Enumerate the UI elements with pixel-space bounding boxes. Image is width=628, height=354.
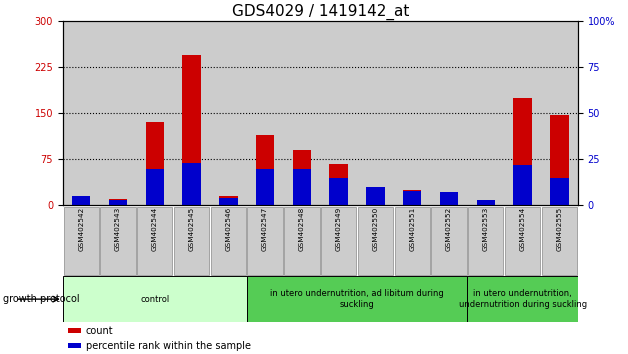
FancyBboxPatch shape	[468, 207, 504, 275]
Bar	[182, 163, 201, 205]
Bar	[146, 122, 164, 205]
Bar	[256, 135, 274, 205]
Bar	[467, 21, 504, 205]
Bar	[403, 190, 421, 205]
Text: GSM402550: GSM402550	[372, 207, 379, 251]
FancyBboxPatch shape	[505, 207, 540, 275]
Text: GSM402549: GSM402549	[336, 207, 342, 251]
Bar	[63, 21, 100, 205]
Bar	[247, 21, 283, 205]
Bar	[403, 190, 421, 205]
Bar	[541, 21, 578, 205]
Title: GDS4029 / 1419142_at: GDS4029 / 1419142_at	[232, 4, 409, 20]
Bar	[293, 169, 311, 205]
Bar	[173, 21, 210, 205]
FancyBboxPatch shape	[542, 207, 577, 275]
Text: GSM402552: GSM402552	[446, 207, 452, 251]
Bar	[550, 178, 568, 205]
FancyBboxPatch shape	[137, 207, 173, 275]
Text: control: control	[140, 295, 170, 304]
Bar	[219, 198, 237, 205]
Text: percentile rank within the sample: percentile rank within the sample	[86, 341, 251, 351]
Text: GSM402547: GSM402547	[262, 207, 268, 251]
Bar	[477, 200, 495, 205]
Bar	[320, 21, 357, 205]
Bar	[394, 21, 431, 205]
Bar	[146, 169, 164, 205]
Bar	[109, 200, 127, 205]
Bar	[100, 21, 136, 205]
Text: in utero undernutrition, ad libitum during
suckling: in utero undernutrition, ad libitum duri…	[270, 290, 444, 309]
Bar	[256, 169, 274, 205]
Text: GSM402546: GSM402546	[225, 207, 231, 251]
Bar	[440, 192, 458, 205]
Text: GSM402554: GSM402554	[519, 207, 526, 251]
FancyBboxPatch shape	[174, 207, 209, 275]
Bar	[440, 193, 458, 205]
Text: count: count	[86, 326, 114, 336]
Text: GSM402553: GSM402553	[483, 207, 489, 251]
Bar	[293, 150, 311, 205]
Bar	[182, 55, 201, 205]
Bar	[357, 21, 394, 205]
FancyBboxPatch shape	[358, 207, 393, 275]
Bar	[504, 21, 541, 205]
Text: GSM402551: GSM402551	[409, 207, 415, 251]
Bar	[514, 165, 532, 205]
FancyBboxPatch shape	[63, 207, 99, 275]
Text: GSM402542: GSM402542	[78, 207, 84, 251]
Bar	[72, 196, 90, 205]
Bar	[109, 199, 127, 205]
Text: GSM402544: GSM402544	[152, 207, 158, 251]
Text: GSM402545: GSM402545	[188, 207, 195, 251]
Bar	[330, 164, 348, 205]
Bar	[72, 196, 90, 205]
Bar	[366, 187, 384, 205]
Bar	[477, 200, 495, 205]
Bar	[68, 343, 81, 348]
Text: growth protocol: growth protocol	[3, 294, 80, 304]
Text: GSM402543: GSM402543	[115, 207, 121, 251]
FancyBboxPatch shape	[247, 276, 467, 322]
Bar	[330, 178, 348, 205]
Bar	[68, 327, 81, 333]
Bar	[550, 114, 568, 205]
FancyBboxPatch shape	[284, 207, 320, 275]
Text: in utero undernutrition,
undernutrition during suckling: in utero undernutrition, undernutrition …	[458, 290, 587, 309]
Text: GSM402548: GSM402548	[299, 207, 305, 251]
Bar	[366, 190, 384, 205]
FancyBboxPatch shape	[394, 207, 430, 275]
FancyBboxPatch shape	[321, 207, 356, 275]
FancyBboxPatch shape	[431, 207, 467, 275]
Bar	[210, 21, 247, 205]
FancyBboxPatch shape	[63, 276, 247, 322]
FancyBboxPatch shape	[100, 207, 136, 275]
FancyBboxPatch shape	[247, 207, 283, 275]
Bar	[219, 196, 237, 205]
Bar	[514, 98, 532, 205]
FancyBboxPatch shape	[210, 207, 246, 275]
Bar	[136, 21, 173, 205]
Bar	[431, 21, 467, 205]
FancyBboxPatch shape	[467, 276, 578, 322]
Bar	[283, 21, 320, 205]
Text: GSM402555: GSM402555	[556, 207, 562, 251]
